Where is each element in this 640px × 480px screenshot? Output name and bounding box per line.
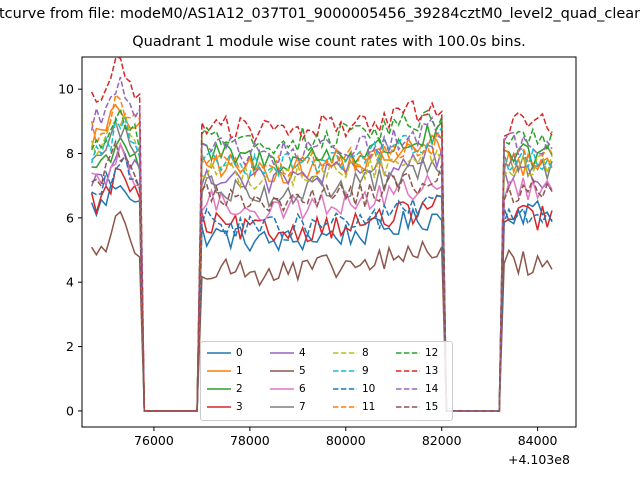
legend-item-3: 3 bbox=[206, 401, 243, 413]
y-tick-label: 2 bbox=[66, 339, 74, 354]
legend-item-14: 14 bbox=[395, 383, 438, 395]
series-line-10 bbox=[91, 152, 553, 412]
legend-swatch bbox=[333, 406, 357, 408]
legend-item-11: 11 bbox=[332, 401, 375, 413]
legend-item-15: 15 bbox=[395, 401, 438, 413]
y-tick-label: 4 bbox=[66, 275, 74, 290]
legend-item-0: 0 bbox=[206, 347, 243, 359]
legend-label: 2 bbox=[236, 383, 243, 395]
legend-label: 7 bbox=[299, 401, 306, 413]
chart-title: Quadrant 1 module wise count rates with … bbox=[132, 34, 526, 50]
legend-swatch bbox=[333, 388, 357, 390]
suptitle-text: Lightcurve from file: modeM0/AS1A12_037T… bbox=[0, 6, 640, 22]
legend-item-8: 8 bbox=[332, 347, 369, 359]
legend-label: 0 bbox=[236, 347, 243, 359]
y-tick-label: 8 bbox=[66, 146, 74, 161]
x-tick-label: 80000 bbox=[326, 433, 366, 448]
legend-item-4: 4 bbox=[269, 347, 306, 359]
legend-swatch bbox=[207, 406, 231, 408]
legend-label: 13 bbox=[425, 365, 439, 377]
legend-label: 5 bbox=[299, 365, 306, 377]
legend-label: 8 bbox=[362, 347, 369, 359]
x-tick-label: 78000 bbox=[230, 433, 270, 448]
y-tick-label: 10 bbox=[58, 82, 74, 97]
legend-swatch bbox=[396, 370, 420, 372]
axes-frame bbox=[81, 56, 577, 428]
legend-item-5: 5 bbox=[269, 365, 306, 377]
legend-swatch bbox=[270, 352, 294, 354]
series-line-15 bbox=[91, 139, 553, 412]
legend: 0 1 2 3 4 5 6 7 8 9 10 11 12 13 14 15 bbox=[200, 341, 453, 421]
legend-label: 10 bbox=[362, 383, 376, 395]
legend-item-10: 10 bbox=[332, 383, 375, 395]
figure-suptitle: Lightcurve from file: modeM0/AS1A12_037T… bbox=[0, 6, 640, 22]
y-tick-label: 0 bbox=[66, 403, 74, 418]
legend-label: 4 bbox=[299, 347, 306, 359]
x-tick-label: 82000 bbox=[422, 433, 462, 448]
legend-swatch bbox=[396, 352, 420, 354]
legend-swatch bbox=[333, 352, 357, 354]
legend-label: 1 bbox=[236, 365, 243, 377]
legend-swatch bbox=[396, 388, 420, 390]
legend-swatch bbox=[270, 388, 294, 390]
legend-swatch bbox=[270, 406, 294, 408]
legend-item-2: 2 bbox=[206, 383, 243, 395]
legend-item-6: 6 bbox=[269, 383, 306, 395]
legend-label: 3 bbox=[236, 401, 243, 413]
legend-label: 6 bbox=[299, 383, 306, 395]
y-tick-label: 6 bbox=[66, 210, 74, 225]
legend-swatch bbox=[396, 406, 420, 408]
series-layer bbox=[90, 56, 553, 412]
legend-swatch bbox=[333, 370, 357, 372]
legend-label: 9 bbox=[362, 365, 369, 377]
legend-item-12: 12 bbox=[395, 347, 438, 359]
legend-swatch bbox=[207, 370, 231, 372]
legend-label: 14 bbox=[425, 383, 439, 395]
legend-swatch bbox=[270, 370, 294, 372]
x-tick-label: 84000 bbox=[518, 433, 558, 448]
legend-item-7: 7 bbox=[269, 401, 306, 413]
legend-label: 12 bbox=[425, 347, 439, 359]
x-axis-offset-label: +4.103e8 bbox=[508, 452, 570, 467]
legend-label: 15 bbox=[425, 401, 439, 413]
x-tick-label: 76000 bbox=[134, 433, 174, 448]
legend-label: 11 bbox=[362, 401, 376, 413]
legend-item-9: 9 bbox=[332, 365, 369, 377]
legend-swatch bbox=[207, 352, 231, 354]
series-line-5 bbox=[90, 210, 553, 412]
legend-swatch bbox=[207, 388, 231, 390]
legend-item-1: 1 bbox=[206, 365, 243, 377]
legend-item-13: 13 bbox=[395, 365, 438, 377]
